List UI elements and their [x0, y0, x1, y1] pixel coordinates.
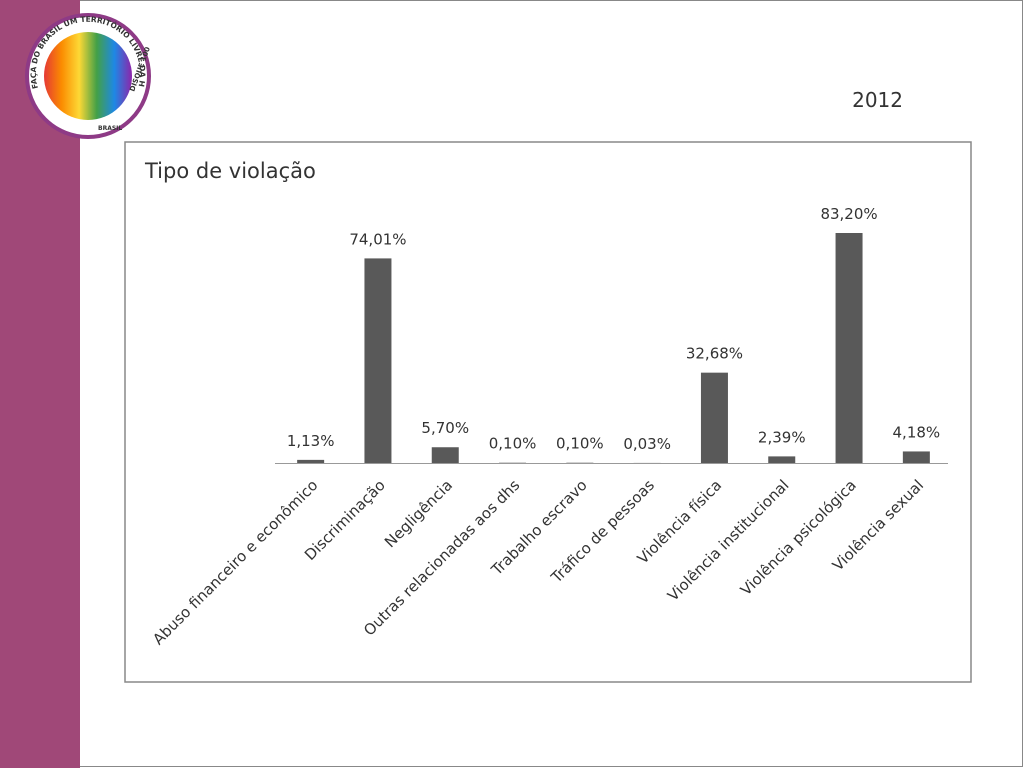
- bar: [700, 372, 728, 463]
- chart-frame: [124, 141, 972, 683]
- value-label: 4,18%: [893, 423, 941, 441]
- bar: [364, 258, 392, 463]
- bar: [835, 233, 863, 463]
- value-label: 0,10%: [556, 435, 604, 453]
- bar: [431, 447, 459, 463]
- value-label: 74,01%: [349, 230, 406, 248]
- bar: [297, 459, 325, 463]
- logo-rainbow: [44, 32, 132, 120]
- logo-brand: BRASIL: [98, 125, 122, 132]
- value-label: 1,13%: [287, 432, 335, 450]
- bar: [902, 451, 930, 463]
- value-label: 2,39%: [758, 428, 806, 446]
- value-label: 0,03%: [623, 435, 671, 453]
- value-label: 0,10%: [489, 435, 537, 453]
- chart-title: Tipo de violação: [144, 159, 316, 183]
- value-label: 32,68%: [686, 345, 743, 363]
- value-label: 5,70%: [421, 419, 469, 437]
- value-label: 83,20%: [820, 205, 877, 223]
- bar: [768, 456, 796, 463]
- year: 2012: [852, 88, 903, 112]
